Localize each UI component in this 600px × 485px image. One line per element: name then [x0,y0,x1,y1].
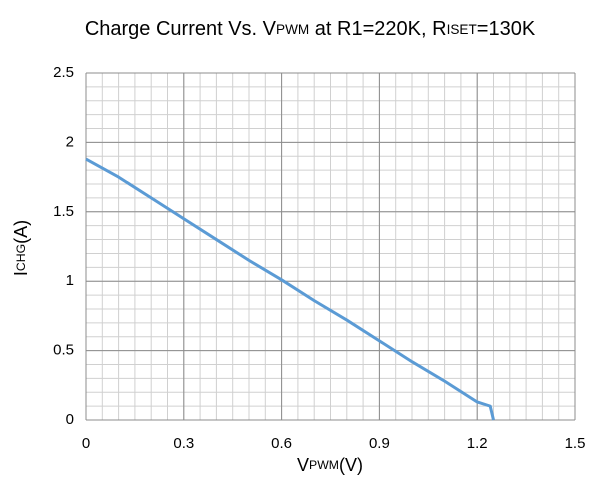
text-part: (V) [339,455,363,475]
text-part: I [11,271,31,276]
subscript: PWM [309,458,339,472]
x-tick-label: 1.5 [565,435,586,452]
y-tick-label: 2 [66,133,74,150]
x-tick-label: 1.2 [467,435,488,452]
chart-title: Charge Current Vs. VPWM at R1=220K, RISE… [85,18,536,40]
y-tick-label: 0.5 [53,342,74,359]
text-part: V [297,455,309,475]
data-line [85,157,495,421]
text-part: at R1=220K, R [309,18,446,40]
y-tick-label: 1 [66,272,74,289]
text-part: (A) [11,220,31,244]
x-tick-label: 0 [82,435,90,452]
text-part: =130K [477,18,536,40]
subscript: ISET [447,22,477,37]
grid [85,72,576,421]
subscript: PWM [276,22,309,37]
x-tick-label: 0.9 [369,435,390,452]
x-tick-label: 0.6 [271,435,292,452]
y-tick-label: 1.5 [53,203,74,220]
x-tick-label: 0.3 [173,435,194,452]
y-tick-label: 2.5 [53,64,74,81]
y-tick-label: 0 [66,411,74,428]
subscript: CHG [14,244,28,271]
x-axis-label: VPWM(V) [297,455,363,475]
text-part: Charge Current Vs. V [85,18,277,40]
y-axis-label: ICHG(A) [11,220,31,276]
